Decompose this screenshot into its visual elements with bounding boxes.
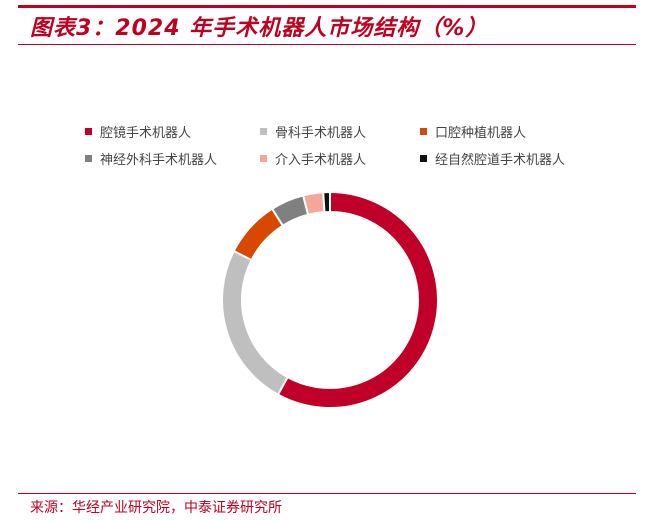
legend-item: 介入手术机器人 [260, 149, 366, 168]
legend-label: 腔镜手术机器人 [100, 126, 192, 141]
donut-slice [221, 249, 289, 396]
legend-label: 口腔种植机器人 [435, 126, 527, 141]
legend-swatch [420, 128, 427, 135]
legend-swatch [85, 155, 92, 162]
legend-item: 神经外科手术机器人 [85, 149, 217, 168]
legend-item: 经自然腔道手术机器人 [420, 149, 565, 168]
top-rule [18, 5, 636, 8]
legend-swatch [85, 128, 92, 135]
donut-slice [232, 207, 285, 262]
legend-item: 口腔种植机器人 [420, 122, 526, 141]
legend-label: 经自然腔道手术机器人 [435, 153, 566, 168]
legend-swatch [260, 128, 267, 135]
legend-swatch [260, 155, 267, 162]
donut-slice [322, 190, 331, 214]
source-rule [18, 493, 636, 494]
legend-swatch [420, 155, 427, 162]
source-note: 来源：华经产业研究院，中泰证券研究所 [30, 500, 282, 516]
legend-label: 介入手术机器人 [275, 153, 367, 168]
title-rule [18, 44, 636, 45]
legend-item: 腔镜手术机器人 [85, 122, 191, 141]
legend-label: 骨科手术机器人 [275, 126, 367, 141]
donut-slice [276, 190, 439, 409]
legend-label: 神经外科手术机器人 [100, 153, 218, 168]
donut-slice [301, 191, 326, 216]
chart-title: 图表3：2024 年手术机器人市场结构（%） [30, 16, 489, 41]
legend-item: 骨科手术机器人 [260, 122, 366, 141]
